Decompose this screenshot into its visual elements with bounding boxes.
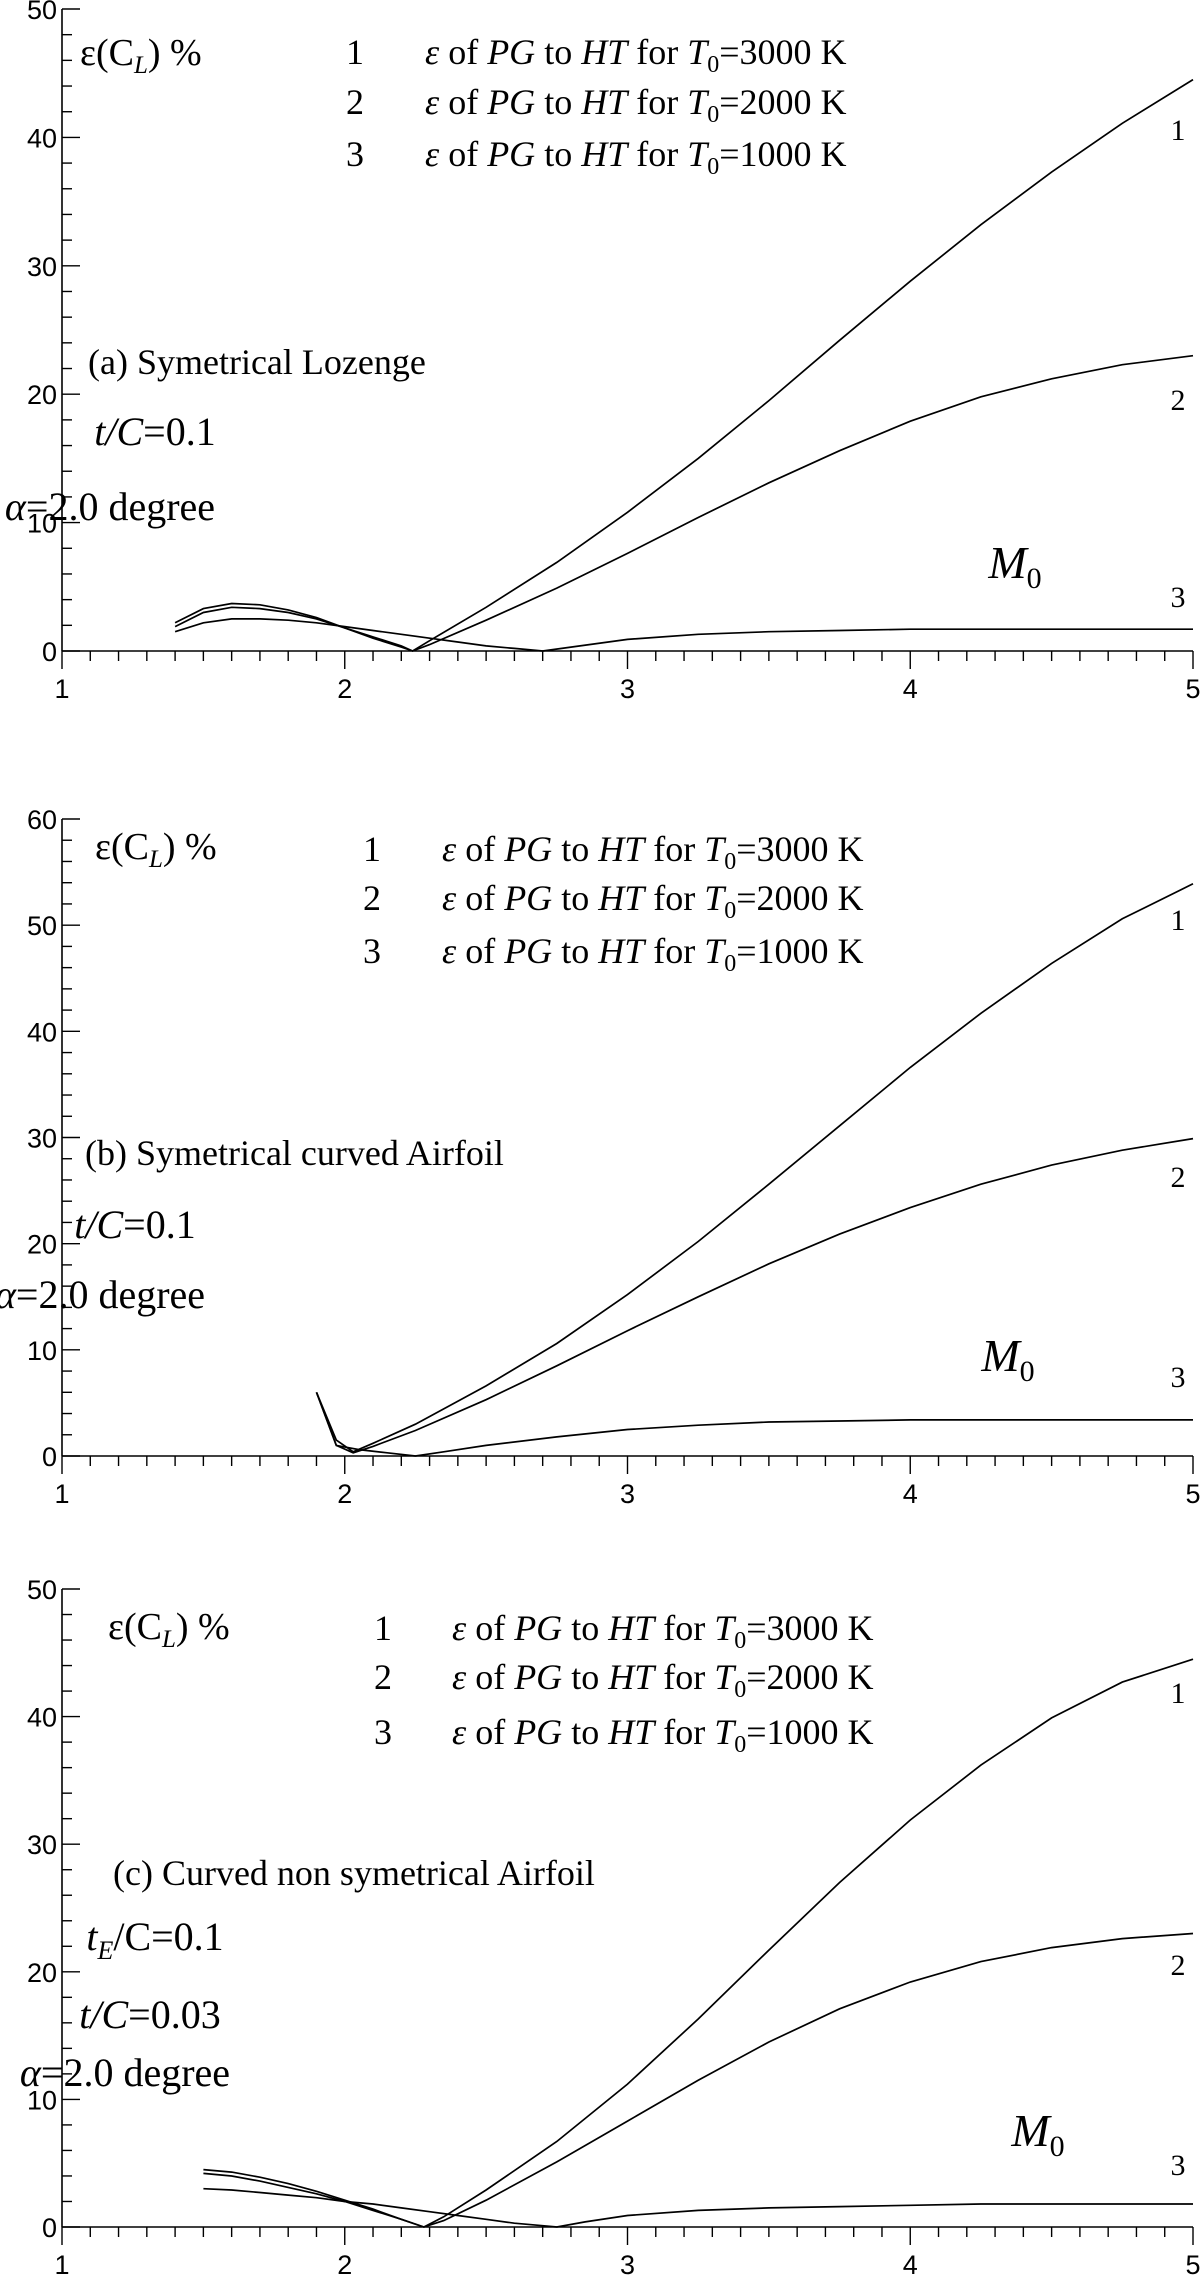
series-line-1 — [315, 883, 1194, 1453]
series-end-label: 3 — [1171, 1361, 1186, 1394]
x-tick-label: 3 — [620, 1479, 635, 1509]
legend-number: 3 — [346, 134, 364, 174]
legend-number: 1 — [346, 32, 364, 72]
legend-number: 2 — [346, 82, 364, 122]
series-end-label: 1 — [1171, 114, 1186, 147]
series-line-1 — [174, 78, 1194, 652]
x-axis-label: M0 — [980, 1330, 1034, 1388]
legend-entry: ε of PG to HT for T0=3000 K — [442, 829, 864, 875]
series-end-label: 2 — [1171, 1161, 1186, 1194]
x-tick-label: 2 — [337, 1479, 352, 1509]
legend-entry: ε of PG to HT for T0=1000 K — [425, 134, 847, 180]
x-axis-label: M0 — [987, 537, 1041, 595]
y-tick-label: 50 — [27, 911, 57, 941]
y-tick-label: 0 — [42, 637, 57, 667]
y-tick-label: 10 — [27, 2085, 57, 2115]
y-tick-label: 40 — [27, 1017, 57, 1047]
series-end-label: 1 — [1171, 1677, 1186, 1710]
y-tick-label: 20 — [27, 380, 57, 410]
series-end-label: 1 — [1171, 904, 1186, 937]
legend-entry: ε of PG to HT for T0=3000 K — [425, 32, 847, 78]
y-axis-label: ε(CL) % — [108, 1606, 230, 1653]
series-line-3 — [315, 1392, 1193, 1457]
x-tick-label: 5 — [1185, 2250, 1200, 2280]
x-tick-label: 1 — [54, 674, 69, 704]
legend-entry: ε of PG to HT for T0=2000 K — [452, 1657, 874, 1703]
y-tick-label: 10 — [27, 509, 57, 539]
y-tick-label: 0 — [42, 2213, 57, 2243]
parameter-label: α=2.0 degree — [5, 484, 215, 529]
series-end-label: 2 — [1171, 384, 1186, 417]
parameter-label: t/C=0.1 — [94, 409, 215, 454]
x-tick-label: 2 — [337, 674, 352, 704]
parameter-label: t/C=0.03 — [79, 1992, 220, 2037]
legend-entry: ε of PG to HT for T0=3000 K — [452, 1608, 874, 1654]
y-tick-label: 40 — [27, 123, 57, 153]
y-tick-label: 60 — [27, 805, 57, 835]
series-end-label: 2 — [1171, 1949, 1186, 1982]
y-tick-label: 50 — [27, 0, 57, 25]
series-line-3 — [203, 2187, 1193, 2228]
legend-entry: ε of PG to HT for T0=1000 K — [452, 1712, 874, 1758]
y-tick-label: 20 — [27, 1230, 57, 1260]
legend-number: 1 — [363, 829, 381, 869]
series-line-3 — [174, 618, 1193, 652]
x-axis-label: M0 — [1010, 2105, 1064, 2163]
y-axis-label: ε(CL) % — [80, 32, 202, 79]
y-tick-label: 20 — [27, 1958, 57, 1988]
panel-title: (a) Symetrical Lozenge — [88, 342, 426, 382]
x-tick-label: 3 — [620, 2250, 635, 2280]
y-tick-label: 30 — [27, 1830, 57, 1860]
legend-entry: ε of PG to HT for T0=1000 K — [442, 931, 864, 977]
x-tick-label: 1 — [54, 1479, 69, 1509]
legend-number: 2 — [374, 1657, 392, 1697]
x-tick-label: 1 — [54, 2250, 69, 2280]
panel-title: (b) Symetrical curved Airfoil — [85, 1133, 504, 1173]
y-tick-label: 40 — [27, 1703, 57, 1733]
y-tick-label: 30 — [27, 1124, 57, 1154]
series-end-label: 3 — [1171, 581, 1186, 614]
parameter-label: tE/C=0.1 — [86, 1914, 223, 1965]
panel-title: (c) Curved non symetrical Airfoil — [113, 1853, 595, 1893]
legend-entry: ε of PG to HT for T0=2000 K — [425, 82, 847, 128]
x-tick-label: 4 — [903, 674, 918, 704]
legend-entry: ε of PG to HT for T0=2000 K — [442, 878, 864, 924]
series-line-2 — [203, 1932, 1194, 2228]
x-tick-label: 2 — [337, 2250, 352, 2280]
parameter-label: α=2.0 degree — [20, 2050, 230, 2095]
y-tick-label: 0 — [42, 1442, 57, 1472]
series-end-label: 3 — [1171, 2149, 1186, 2182]
x-tick-label: 5 — [1185, 674, 1200, 704]
series-line-2 — [174, 354, 1194, 652]
y-axis-label: ε(CL) % — [95, 826, 217, 873]
legend-number: 3 — [363, 931, 381, 971]
x-tick-label: 3 — [620, 674, 635, 704]
legend-number: 1 — [374, 1608, 392, 1648]
x-tick-label: 5 — [1185, 1479, 1200, 1509]
legend-number: 3 — [374, 1712, 392, 1752]
x-tick-label: 4 — [903, 2250, 918, 2280]
y-tick-label: 10 — [27, 1336, 57, 1366]
parameter-label: α=2.0 degree — [0, 1272, 205, 1317]
series-line-1 — [203, 1658, 1194, 2228]
y-tick-label: 50 — [27, 1575, 57, 1605]
y-tick-label: 30 — [27, 252, 57, 282]
x-tick-label: 4 — [903, 1479, 918, 1509]
legend-number: 2 — [363, 878, 381, 918]
parameter-label: t/C=0.1 — [74, 1202, 195, 1247]
